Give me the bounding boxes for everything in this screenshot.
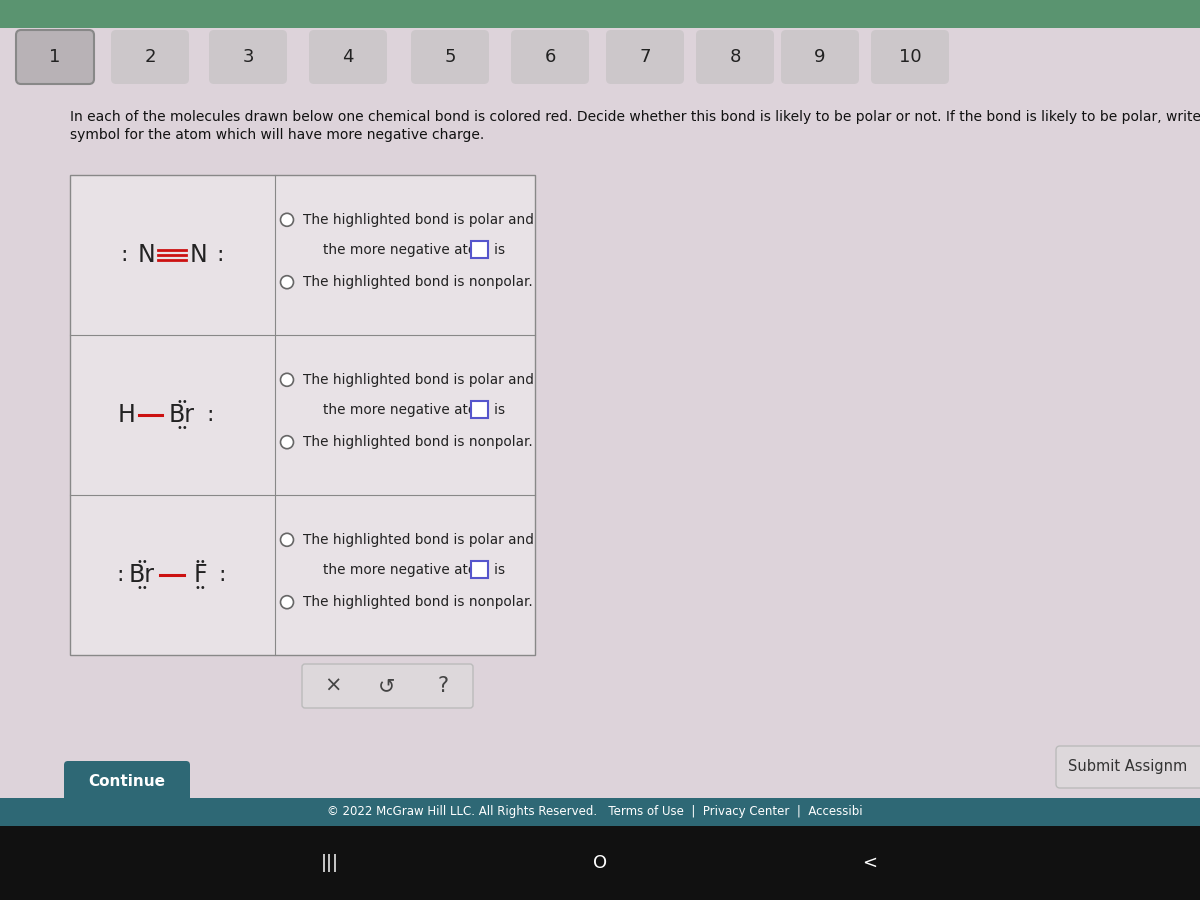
Text: N: N — [137, 243, 155, 267]
Text: the more negative atom is: the more negative atom is — [323, 403, 505, 418]
Text: 5: 5 — [444, 48, 456, 66]
Text: © 2022 McGraw Hill LLC. All Rights Reserved.   Terms of Use  |  Privacy Center  : © 2022 McGraw Hill LLC. All Rights Reser… — [328, 806, 863, 818]
Text: <: < — [863, 854, 877, 872]
Circle shape — [281, 374, 294, 386]
FancyBboxPatch shape — [16, 30, 94, 84]
Text: ?: ? — [438, 676, 449, 696]
Circle shape — [281, 275, 294, 289]
Text: :: : — [218, 565, 226, 585]
Text: O: O — [593, 854, 607, 872]
Text: Continue: Continue — [89, 774, 166, 789]
Text: F: F — [193, 563, 206, 587]
Text: In each of the molecules drawn below one chemical bond is colored red. Decide wh: In each of the molecules drawn below one… — [70, 110, 1200, 124]
Text: 10: 10 — [899, 48, 922, 66]
Text: the more negative atom is: the more negative atom is — [323, 243, 505, 257]
FancyBboxPatch shape — [0, 798, 1200, 826]
FancyBboxPatch shape — [511, 30, 589, 84]
FancyBboxPatch shape — [0, 826, 1200, 900]
Text: 1: 1 — [49, 48, 61, 66]
Text: :: : — [120, 245, 127, 265]
Text: 3: 3 — [242, 48, 253, 66]
Text: The highlighted bond is polar and: The highlighted bond is polar and — [302, 212, 534, 227]
FancyBboxPatch shape — [781, 30, 859, 84]
FancyBboxPatch shape — [606, 30, 684, 84]
Text: ••: •• — [136, 557, 148, 567]
Text: :: : — [116, 565, 124, 585]
FancyBboxPatch shape — [410, 30, 490, 84]
Text: ••: •• — [176, 423, 188, 433]
Text: ×: × — [324, 676, 342, 696]
Circle shape — [281, 213, 294, 226]
Circle shape — [281, 436, 294, 449]
Text: 2: 2 — [144, 48, 156, 66]
Text: ••: •• — [194, 583, 206, 593]
Text: 7: 7 — [640, 48, 650, 66]
Text: 9: 9 — [815, 48, 826, 66]
Circle shape — [281, 534, 294, 546]
Text: ••: •• — [194, 557, 206, 567]
Text: Submit Assignm: Submit Assignm — [1068, 760, 1187, 775]
Text: The highlighted bond is polar and: The highlighted bond is polar and — [302, 533, 534, 547]
FancyBboxPatch shape — [470, 241, 488, 258]
FancyBboxPatch shape — [310, 30, 386, 84]
FancyBboxPatch shape — [302, 664, 473, 708]
FancyBboxPatch shape — [112, 30, 190, 84]
Text: the more negative atom is: the more negative atom is — [323, 563, 505, 577]
FancyBboxPatch shape — [1056, 746, 1200, 788]
Text: Br: Br — [169, 403, 194, 427]
Text: :: : — [216, 245, 223, 265]
FancyBboxPatch shape — [209, 30, 287, 84]
Text: The highlighted bond is nonpolar.: The highlighted bond is nonpolar. — [302, 595, 533, 609]
FancyBboxPatch shape — [70, 175, 535, 655]
Text: :: : — [206, 405, 214, 425]
FancyBboxPatch shape — [64, 761, 190, 802]
Text: ↺: ↺ — [378, 676, 396, 696]
Text: symbol for the atom which will have more negative charge.: symbol for the atom which will have more… — [70, 128, 485, 142]
Text: Br: Br — [130, 563, 155, 587]
FancyBboxPatch shape — [871, 30, 949, 84]
Text: 8: 8 — [730, 48, 740, 66]
FancyBboxPatch shape — [470, 562, 488, 578]
Circle shape — [281, 596, 294, 608]
Text: 4: 4 — [342, 48, 354, 66]
Text: ••: •• — [136, 583, 148, 593]
FancyBboxPatch shape — [696, 30, 774, 84]
Text: H: H — [118, 403, 136, 427]
Text: N: N — [190, 243, 206, 267]
Text: The highlighted bond is polar and: The highlighted bond is polar and — [302, 373, 534, 387]
FancyBboxPatch shape — [0, 0, 1200, 28]
Text: The highlighted bond is nonpolar.: The highlighted bond is nonpolar. — [302, 275, 533, 289]
Text: ••: •• — [176, 397, 188, 407]
Text: |||: ||| — [322, 854, 340, 872]
Text: 6: 6 — [545, 48, 556, 66]
Text: The highlighted bond is nonpolar.: The highlighted bond is nonpolar. — [302, 436, 533, 449]
FancyBboxPatch shape — [470, 401, 488, 419]
